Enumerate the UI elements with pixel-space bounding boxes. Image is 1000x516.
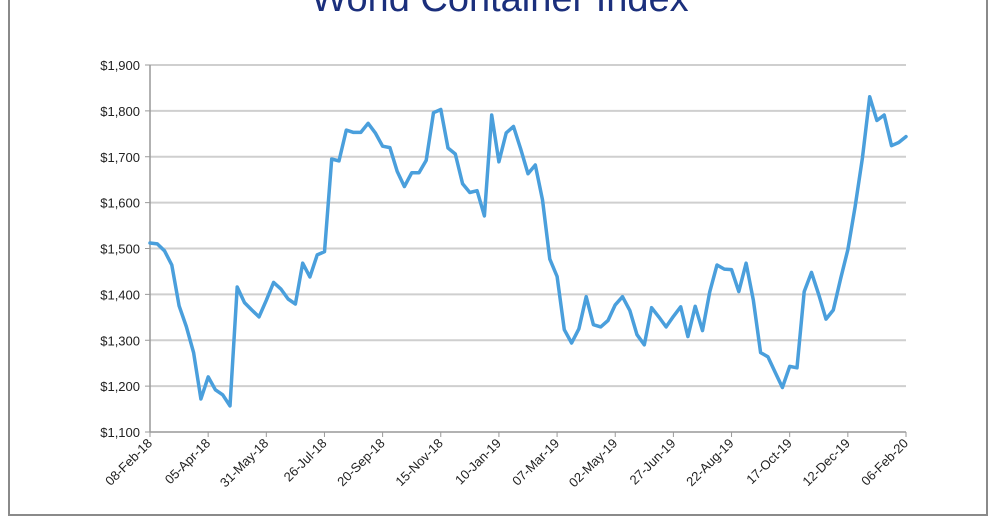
x-tick-label: 22-Aug-19 [683,436,737,490]
series-line-world-container-index [150,97,906,406]
y-tick-label: $1,800 [100,104,140,119]
y-tick-label: $1,400 [100,287,140,302]
line-chart: $1,100 $1,200 $1,300 $1,400 $1,500 $1,600 $1,7… [0,0,1000,500]
y-tick-label: $1,200 [100,379,140,394]
x-tick-label: 10-Jan-19 [452,436,504,488]
x-tick-label: 20-Sep-18 [334,436,388,490]
y-tick-label: $1,300 [100,333,140,348]
x-tick-label: 27-Jun-19 [627,436,679,488]
x-tick-label: 31-May-18 [217,436,272,491]
x-tick-label: 06-Feb-20 [858,436,911,489]
x-tick-label: 07-Mar-19 [509,436,562,489]
x-tick-label: 26-Jul-18 [281,436,330,485]
x-tick-label: 02-May-19 [566,436,621,491]
x-tick-label: 15-Nov-18 [392,436,446,490]
y-tick-label: $1,700 [100,150,140,165]
x-tick-label: 17-Oct-19 [743,436,794,487]
x-tick-label: 08-Feb-18 [102,436,155,489]
y-tick-label: $1,500 [100,242,140,257]
x-tick-label: 05-Apr-18 [162,436,213,487]
x-tick-label: 12-Dec-19 [799,436,853,490]
y-tick-label: $1,100 [100,425,140,440]
y-tick-label: $1,600 [100,196,140,211]
y-tick-label: $1,900 [100,58,140,73]
